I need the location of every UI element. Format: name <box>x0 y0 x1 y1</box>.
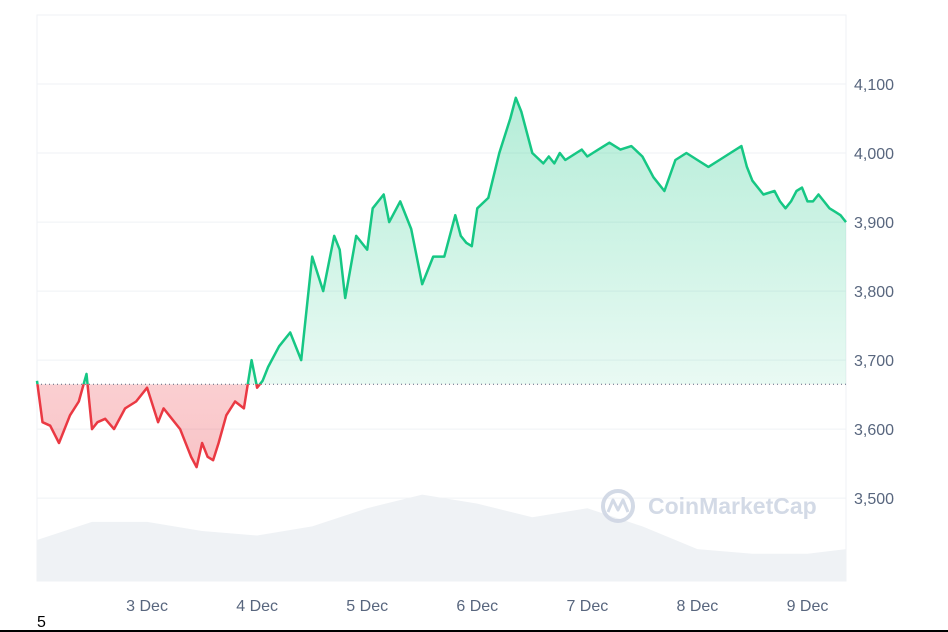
x-tick-label: 5 Dec <box>346 598 388 615</box>
area-below-baseline <box>37 384 846 468</box>
area-above-baseline <box>37 97 846 385</box>
y-tick-label: 3,500 <box>854 491 894 508</box>
y-tick-label: 3,800 <box>854 284 894 301</box>
x-tick-label: 7 Dec <box>566 598 608 615</box>
x-tick-label: 9 Dec <box>787 598 829 615</box>
y-tick-label: 4,100 <box>854 77 894 94</box>
price-line-down <box>36 384 262 469</box>
y-tick-label: 3,600 <box>854 422 894 439</box>
y-tick-label: 4,000 <box>854 146 894 163</box>
x-tick-label: 3 Dec <box>126 598 168 615</box>
coinmarketcap-logo-icon <box>601 489 635 523</box>
y-tick-label: 3,700 <box>854 353 894 370</box>
x-tick-label: 6 Dec <box>456 598 498 615</box>
coinmarketcap-logo-mark <box>606 498 630 513</box>
y-axis: 3,500 3,600 3,700 3,800 3,900 4,000 4,100 <box>854 77 894 508</box>
price-line-up <box>35 96 847 385</box>
watermark-text: CoinMarketCap <box>648 493 817 519</box>
x-axis: 3 Dec 4 Dec 5 Dec 6 Dec 7 Dec 8 Dec 9 Dec <box>126 598 828 615</box>
x-tick-label: 8 Dec <box>677 598 719 615</box>
watermark: CoinMarketCap <box>601 489 817 523</box>
corner-label: 5 <box>37 614 46 631</box>
volume-area <box>37 494 846 581</box>
bottom-rule <box>0 630 948 632</box>
x-tick-label: 4 Dec <box>236 598 278 615</box>
y-tick-label: 3,900 <box>854 215 894 232</box>
